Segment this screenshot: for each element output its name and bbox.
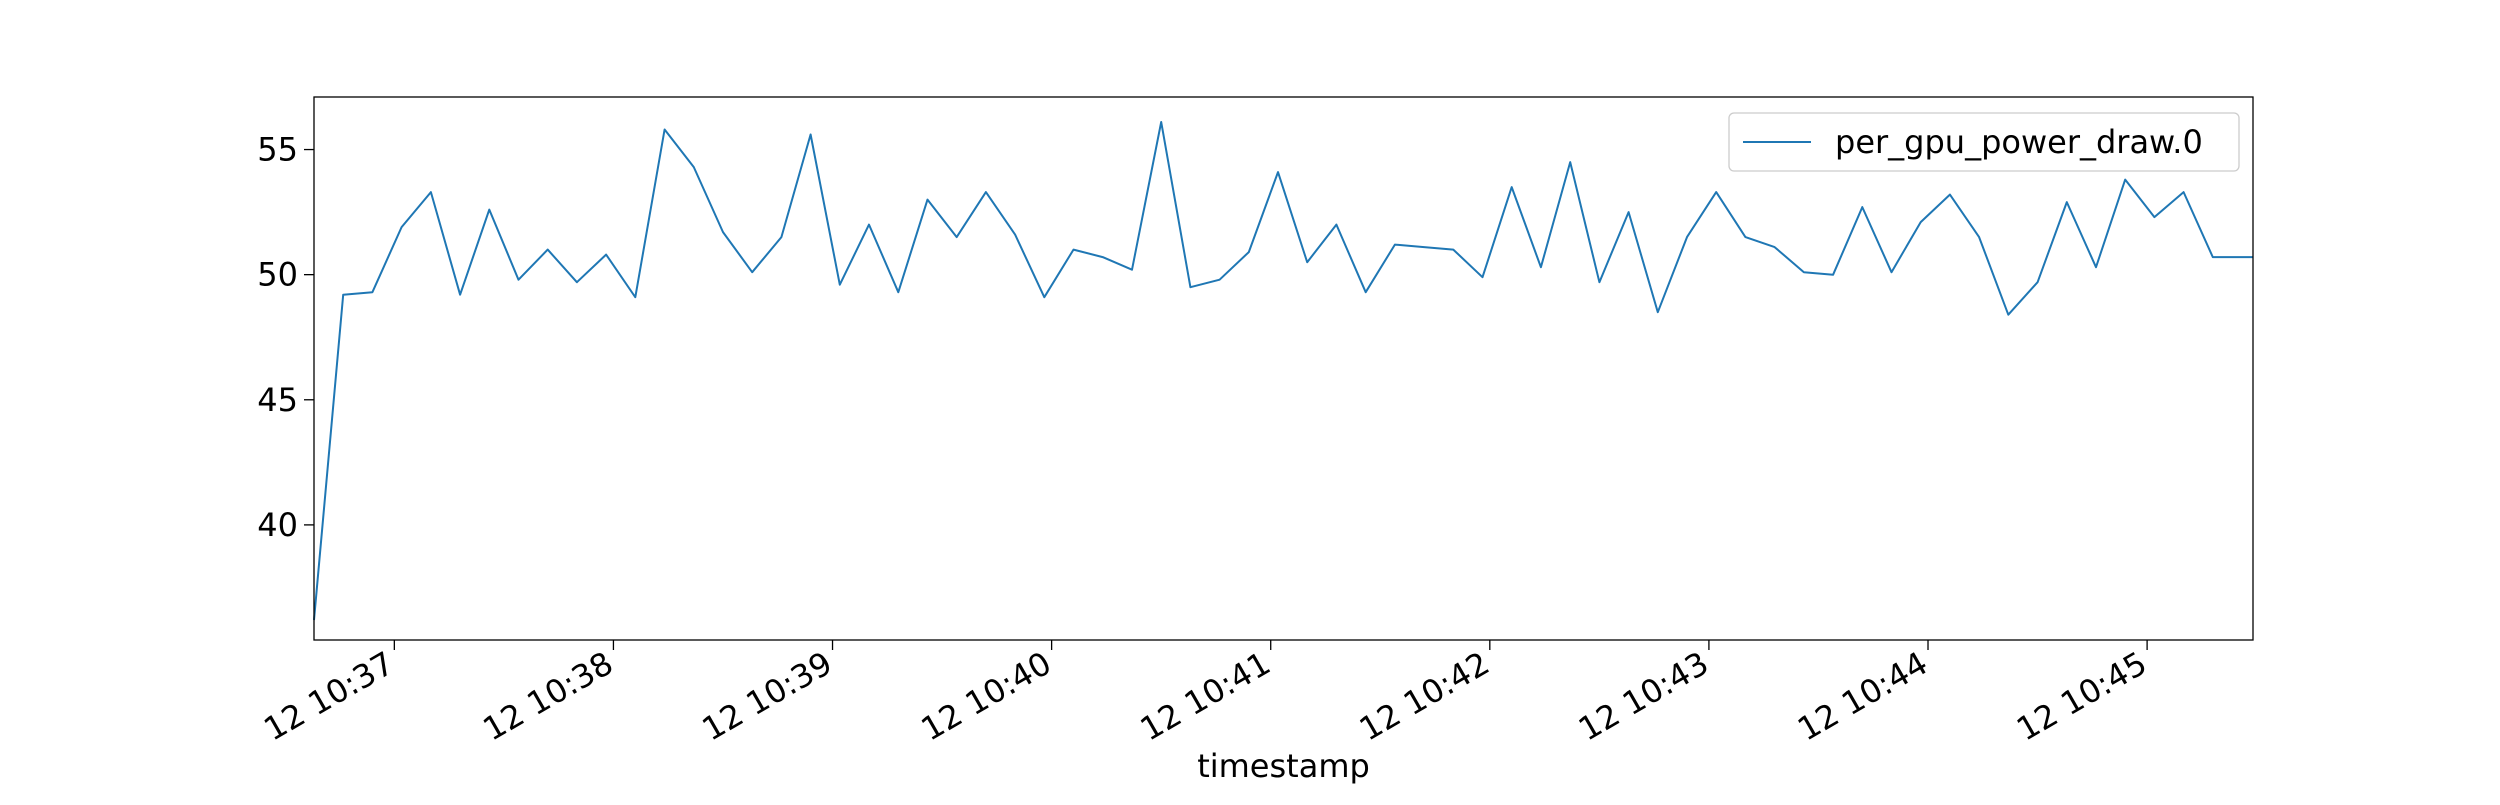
series-line (313, 121, 2253, 621)
plot-area-frame (313, 96, 2254, 641)
y-tick-label: 55 (257, 131, 298, 169)
x-axis-ticks: 12 10:37 12 10:38 12 10:39 12 10:40 12 10:41… (257, 640, 2153, 748)
y-tick-label: 50 (257, 256, 298, 294)
x-tick-label: 12 10:39 (696, 644, 839, 748)
x-tick-label: 12 10:38 (476, 644, 619, 748)
x-tick-label: 12 10:40 (915, 644, 1058, 748)
x-tick-label: 12 10:37 (257, 644, 400, 748)
x-tick-label: 12 10:44 (1791, 644, 1934, 748)
x-tick-label: 12 10:43 (1572, 644, 1715, 748)
plot-series (313, 121, 2253, 621)
x-axis-label: timestamp (1197, 747, 1370, 785)
y-tick-label: 45 (257, 381, 298, 419)
x-tick-label: 12 10:41 (1134, 644, 1277, 748)
y-axis-ticks: 40 45 50 55 (257, 131, 314, 544)
legend: per_gpu_power_draw.0 (1728, 112, 2240, 172)
legend-box (1728, 112, 2240, 172)
x-tick-label: 12 10:42 (1353, 644, 1496, 748)
y-tick-label: 40 (257, 506, 298, 544)
x-tick-label: 12 10:45 (2010, 644, 2153, 748)
legend-label: per_gpu_power_draw.0 (1835, 123, 2203, 161)
